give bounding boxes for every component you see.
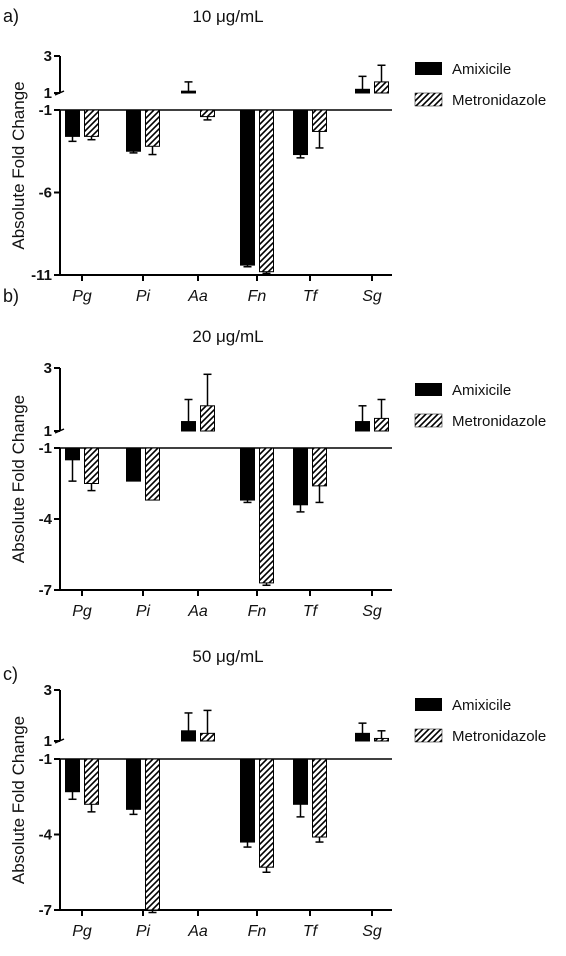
x-tick-label: Sg (362, 288, 382, 305)
bar-metronidazole (374, 81, 389, 94)
y-tick-label: -4 (39, 827, 53, 844)
bar-metronidazole (312, 109, 327, 132)
bar-amixicile (240, 109, 255, 266)
chart-title: 10 μg/mL (192, 7, 263, 26)
bar-metronidazole (374, 417, 389, 432)
bar-amixicile (181, 730, 196, 742)
bar-amixicile (126, 758, 141, 810)
x-tick-label: Aa (187, 603, 208, 620)
x-tick-label: Fn (248, 923, 267, 940)
chart-title: 50 μg/mL (192, 647, 263, 666)
x-tick-label: Pi (136, 923, 151, 940)
bar-amixicile (65, 109, 80, 137)
panel-letter: a) (3, 6, 19, 26)
x-tick-label: Pi (136, 603, 151, 620)
bar-metronidazole (200, 109, 215, 118)
bar-metronidazole (84, 758, 99, 805)
y-tick-label: 3 (44, 360, 52, 377)
bar-metronidazole (84, 447, 99, 484)
bar-metronidazole (145, 758, 160, 911)
y-axis-label: Absolute Fold Change (9, 395, 28, 563)
x-tick-label: Fn (248, 603, 267, 620)
bar-metronidazole (259, 758, 274, 868)
bar-metronidazole (259, 447, 274, 584)
bar-metronidazole (374, 737, 389, 742)
y-tick-label: 3 (44, 682, 52, 699)
x-tick-label: Aa (187, 288, 208, 305)
y-tick-label: -7 (39, 582, 52, 599)
legend-swatch-amixicile (415, 62, 442, 75)
bar-metronidazole (259, 109, 274, 273)
legend-swatch-metronidazole (414, 728, 443, 743)
x-tick-label: Pi (136, 288, 151, 305)
bar-metronidazole (312, 447, 327, 487)
legend-label-metronidazole: Metronidazole (452, 413, 546, 430)
bar-amixicile (181, 421, 196, 432)
bar-amixicile (355, 421, 370, 432)
bar-amixicile (355, 88, 370, 94)
x-tick-label: Aa (187, 923, 208, 940)
bar-amixicile (240, 447, 255, 501)
bar-amixicile (65, 758, 80, 793)
bar-metronidazole (145, 447, 160, 501)
y-tick-label: -1 (39, 440, 52, 457)
legend-swatch-metronidazole (414, 413, 443, 428)
bar-metronidazole (312, 758, 327, 838)
x-tick-label: Sg (362, 603, 382, 620)
y-tick-label: -1 (39, 751, 52, 768)
bar-metronidazole (200, 732, 215, 742)
legend-label-amixicile: Amixicile (452, 61, 511, 78)
legend-label-metronidazole: Metronidazole (452, 728, 546, 745)
y-tick-label: 3 (44, 48, 52, 65)
legend-label-amixicile: Amixicile (452, 382, 511, 399)
panel-letter: b) (3, 286, 19, 306)
bar-amixicile (355, 732, 370, 742)
y-tick-label: 1 (44, 423, 52, 440)
chart-panel: a) 10 μg/mL Absolute Fold Change 3 1-1 -6 -11 P… (3, 6, 546, 305)
bar-amixicile (293, 109, 308, 156)
y-axis-label: Absolute Fold Change (9, 81, 28, 249)
legend-label-metronidazole: Metronidazole (452, 92, 546, 109)
x-tick-label: Pg (72, 288, 92, 305)
bar-amixicile (181, 90, 196, 94)
x-tick-label: Pg (72, 923, 92, 940)
bar-metronidazole (200, 405, 215, 432)
y-tick-label: -1 (39, 102, 52, 119)
y-tick-label: -7 (39, 902, 52, 919)
chart-panel: c) 50 μg/mL Absolute Fold Change 3 1-1 -4 -7 Pg… (3, 647, 546, 940)
chart-panel: b) 20 μg/mL Absolute Fold Change 3 1-1 -4 -7 Pg… (3, 286, 546, 620)
panel-letter: c) (3, 664, 18, 684)
bar-metronidazole (145, 109, 160, 147)
legend-swatch-amixicile (415, 698, 442, 711)
x-tick-label: Tf (303, 288, 319, 305)
y-tick-label: -4 (39, 511, 53, 528)
y-tick-label: 1 (44, 733, 52, 750)
legend-label-amixicile: Amixicile (452, 697, 511, 714)
bar-amixicile (293, 447, 308, 506)
bar-amixicile (126, 447, 141, 482)
legend-swatch-metronidazole (414, 92, 443, 107)
bar-amixicile (240, 758, 255, 843)
bar-amixicile (293, 758, 308, 805)
y-tick-label: -6 (39, 185, 52, 202)
bar-amixicile (65, 447, 80, 461)
bar-metronidazole (84, 109, 99, 137)
y-tick-label: 1 (44, 85, 52, 102)
y-tick-label: -11 (31, 267, 52, 284)
bar-amixicile (126, 109, 141, 152)
x-tick-label: Tf (303, 923, 319, 940)
x-tick-label: Fn (248, 288, 267, 305)
chart-title: 20 μg/mL (192, 327, 263, 346)
x-tick-label: Pg (72, 603, 92, 620)
legend-swatch-amixicile (415, 383, 442, 396)
x-tick-label: Tf (303, 603, 319, 620)
x-tick-label: Sg (362, 923, 382, 940)
y-axis-label: Absolute Fold Change (9, 716, 28, 884)
